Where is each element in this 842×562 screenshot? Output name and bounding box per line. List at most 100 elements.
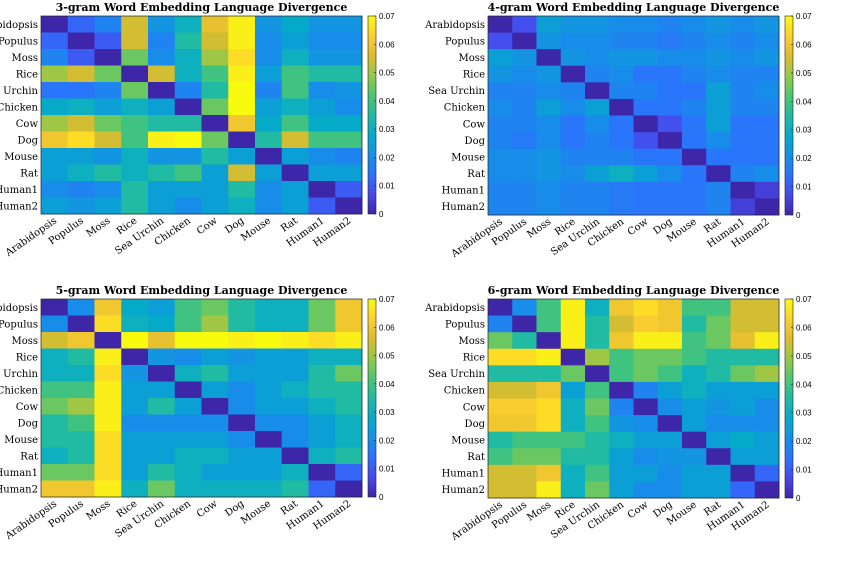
heatmap-cell-human2-rat (281, 197, 309, 215)
heatmap-cell-arabidopsis-dog (657, 299, 683, 316)
heatmap-cell-human1-dog (657, 464, 683, 482)
heatmap-cell-cow-populus (512, 115, 537, 133)
heatmap-cell-human2-cow (633, 481, 659, 499)
heatmap-cell-arabidopsis-moss (94, 16, 122, 33)
heatmap-cell-populus-sea-urchin (148, 315, 176, 333)
heatmap-cell-mouse-rice (121, 431, 149, 448)
heatmap-cell-mouse-rat (706, 431, 731, 449)
heatmap-cell-moss-rat (706, 49, 731, 67)
heatmap-cell-rat-rat (706, 448, 731, 466)
heatmap-cell-rat-human2 (335, 164, 363, 182)
colorbar-tick-label: 0.06 (796, 40, 812, 49)
heatmap-cell-rice-populus (67, 348, 95, 366)
heatmap-cell-rice-human2 (754, 65, 780, 83)
heatmap-cell-human2-sea-urchin (148, 197, 176, 215)
heatmap-cell-populus-human1 (730, 32, 756, 50)
heatmap-cell-human1-human1 (730, 181, 756, 199)
heatmap-cell-dog-moss (536, 132, 562, 150)
heatmap-cell-rice-arabidopsis (488, 65, 513, 83)
heatmap-cell-dog-human2 (335, 131, 363, 149)
heatmap-cell-chicken-mouse (255, 98, 283, 116)
heatmap-cell-populus-arabidopsis (488, 32, 513, 50)
colorbar-tick-label: 0.02 (379, 436, 395, 445)
heatmap-cell-dog-rat (706, 415, 731, 433)
row-label-moss: Moss (458, 53, 485, 64)
heatmap-cell-mouse-populus (67, 431, 95, 448)
heatmap-cell-chicken-arabidopsis (488, 98, 513, 116)
row-label-human1: Human1 (442, 469, 485, 480)
heatmap-cell-populus-chicken (174, 315, 202, 333)
heatmap-cell-arabidopsis-moss (536, 16, 562, 33)
heatmap-cell-moss-chicken (609, 332, 634, 350)
heatmap-cell-sea-urchin-populus (512, 365, 537, 383)
heatmap-cell-sea-urchin-human2 (754, 365, 780, 383)
heatmap-cell-cow-mouse (255, 398, 283, 415)
col-label-cow: Cow (195, 498, 220, 520)
plot-frame (40, 298, 363, 498)
colorbar-tick-label: 0.05 (379, 352, 395, 361)
heatmap-cell-cow-populus (512, 398, 537, 416)
heatmap-cell-moss-rice (560, 332, 586, 350)
heatmap-cell-dog-populus (67, 131, 95, 149)
heatmap-cell-cow-human1 (308, 115, 336, 132)
heatmap-cell-sea-urchin-rice (560, 82, 586, 100)
row-label-human1: Human1 (442, 186, 485, 197)
heatmap-cell-rat-rat (281, 164, 309, 182)
heatmap-cell-mouse-mouse (255, 431, 283, 448)
heatmap-cell-populus-human1 (730, 315, 756, 333)
heatmap-cell-chicken-populus (512, 98, 537, 116)
heatmap-cell-arabidopsis-human1 (308, 299, 336, 316)
heatmap-cell-human2-human2 (335, 480, 363, 498)
heatmap-cell-moss-rat (281, 49, 309, 66)
heatmap-cell-cow-moss (94, 115, 122, 132)
row-label-dog: Dog (18, 418, 39, 429)
heatmap-cell-cow-moss (94, 398, 122, 415)
heatmap-cell-arabidopsis-chicken (174, 16, 202, 33)
heatmap-cell-moss-mouse (682, 49, 707, 67)
heatmap-cell-moss-human1 (730, 49, 756, 67)
heatmap-cell-populus-moss (536, 315, 562, 333)
heatmap-cell-human2-populus (512, 198, 537, 216)
heatmap-cell-rice-human1 (308, 348, 336, 366)
heatmap-cell-chicken-chicken (609, 98, 634, 116)
heatmap-cell-human1-arabidopsis (488, 464, 513, 482)
colorbar-tick-label: 0.02 (796, 437, 812, 446)
heatmap-cell-rice-rice (560, 348, 586, 366)
heatmap-cell-moss-human2 (335, 49, 363, 66)
heatmap-cell-human2-sea-urchin (148, 480, 176, 498)
heatmap-cell-rice-cow (201, 65, 229, 83)
row-label-rice: Rice (16, 352, 38, 363)
heatmap-cell-cow-rice (560, 115, 586, 133)
heatmap-cell-sea-urchin-mouse (682, 365, 707, 383)
heatmap-cell-human2-human1 (308, 480, 336, 498)
row-label-dog: Dog (465, 136, 486, 147)
row-label-chicken: Chicken (444, 103, 486, 114)
heatmap-cell-human2-human1 (730, 481, 756, 499)
heatmap-cell-rat-populus (512, 448, 537, 466)
heatmap-cell-human2-cow (633, 198, 659, 216)
heatmap-cell-rice-human1 (730, 65, 756, 83)
row-label-cow: Cow (463, 119, 486, 130)
heatmap-cell-cow-sea-urchin (148, 115, 176, 132)
heatmap-cell-human2-arabidopsis (41, 480, 69, 498)
heatmap-cell-mouse-cow (633, 431, 659, 449)
heatmap-cell-sea-urchin-human2 (754, 82, 780, 100)
heatmap-cell-moss-mouse (255, 332, 283, 349)
heatmap-cell-dog-rice (121, 131, 149, 149)
heatmap-cell-dog-rat (281, 131, 309, 149)
colorbar-tick-label: 0.02 (379, 153, 395, 162)
heatmap-cell-human2-arabidopsis (41, 197, 69, 215)
heatmap-cell-mouse-arabidopsis (41, 148, 69, 165)
col-label-moss: Moss (525, 216, 553, 240)
heatmap-cell-mouse-cow (201, 148, 229, 165)
heatmap-cell-human2-mouse (682, 481, 707, 499)
heatmap-cell-rat-human1 (308, 447, 336, 465)
heatmap-cell-rice-chicken (609, 65, 634, 83)
heatmap-cell-human1-mouse (255, 181, 283, 198)
heatmap-cell-populus-populus (67, 315, 95, 333)
heatmap-cell-sea-urchin-arabidopsis (41, 82, 69, 99)
colorbar-tick-label: 0 (379, 493, 384, 502)
heatmap-cell-chicken-cow (633, 98, 659, 116)
heatmap-cell-populus-rat (281, 32, 309, 50)
colorbar-tick-label: 0.02 (796, 154, 812, 163)
